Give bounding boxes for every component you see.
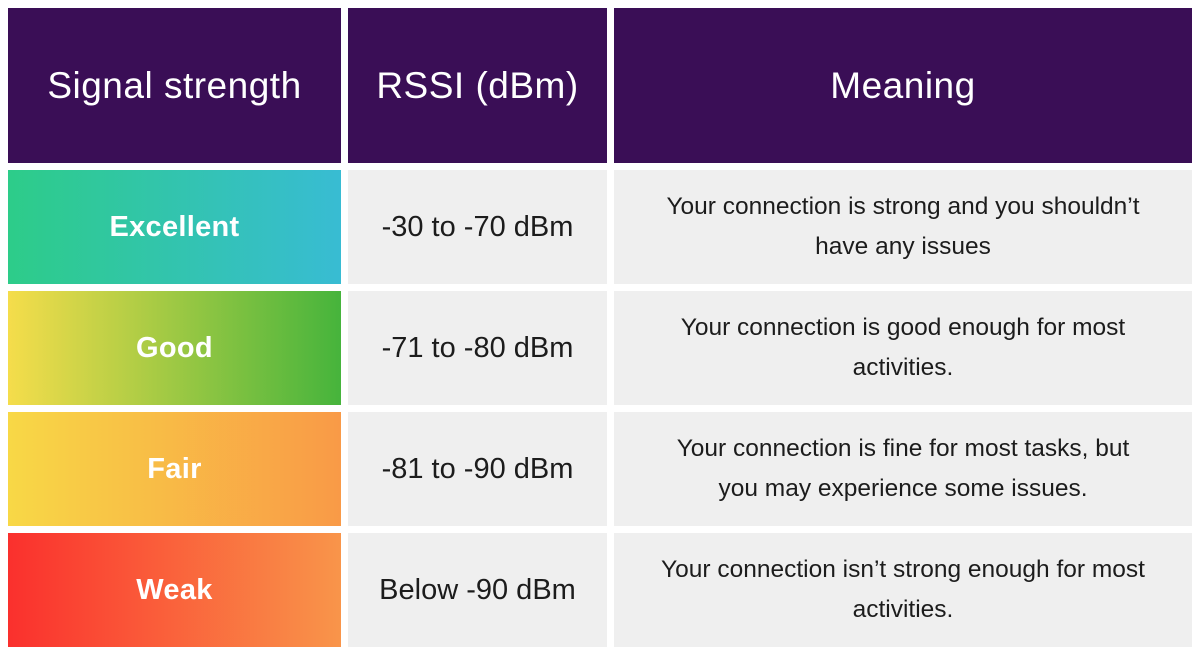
- rssi-value: Below -90 dBm: [348, 533, 607, 647]
- header-meaning: Meaning: [614, 8, 1192, 163]
- meaning-text: Your connection is strong and you should…: [614, 170, 1192, 284]
- rssi-value: -71 to -80 dBm: [348, 291, 607, 405]
- rssi-value: -30 to -70 dBm: [348, 170, 607, 284]
- strength-badge-weak: Weak: [8, 533, 341, 647]
- rssi-value: -81 to -90 dBm: [348, 412, 607, 526]
- meaning-text: Your connection is fine for most tasks, …: [614, 412, 1192, 526]
- strength-badge-good: Good: [8, 291, 341, 405]
- header-rssi: RSSI (dBm): [348, 8, 607, 163]
- meaning-text: Your connection isn’t strong enough for …: [614, 533, 1192, 647]
- strength-badge-excellent: Excellent: [8, 170, 341, 284]
- meaning-text: Your connection is good enough for most …: [614, 291, 1192, 405]
- header-signal-strength: Signal strength: [8, 8, 341, 163]
- strength-badge-fair: Fair: [8, 412, 341, 526]
